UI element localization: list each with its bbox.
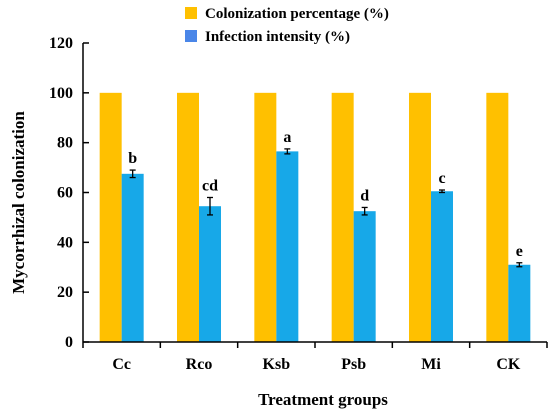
legend-label-1: Colonization percentage (%) <box>205 6 389 22</box>
bars <box>99 92 531 342</box>
x-tick-label-psb: Psb <box>341 356 366 373</box>
bar-intensity-ck <box>508 264 531 342</box>
bar-intensity-psb <box>353 211 376 342</box>
legend: Colonization percentage (%) Infection int… <box>185 6 389 45</box>
error-bar-ksb <box>284 148 291 155</box>
legend-swatch-1 <box>185 7 197 19</box>
y-tick-label-20: 20 <box>57 284 73 301</box>
bar-intensity-ksb <box>276 151 299 342</box>
significance-label-ksb: a <box>283 129 291 146</box>
error-bar-psb <box>361 206 368 216</box>
error-bars <box>129 148 523 268</box>
significance-label-ck: e <box>516 243 523 260</box>
bar-colonization-cc <box>99 92 122 342</box>
significance-label-mi: c <box>438 170 445 187</box>
bar-intensity-rco <box>199 206 221 342</box>
significance-label-cc: b <box>128 150 137 167</box>
error-bar-ck <box>516 262 523 268</box>
legend-label-2: Infection intensity (%) <box>205 29 350 45</box>
significance-labels: b cd a d c e <box>128 129 523 260</box>
bar-colonization-mi <box>409 92 431 342</box>
error-bar-cc <box>129 169 136 179</box>
bar-intensity-cc <box>121 173 144 342</box>
x-tick-label-ck: CK <box>496 356 521 373</box>
y-tick-label-0: 0 <box>65 334 73 351</box>
y-tick-label-60: 60 <box>57 185 73 202</box>
axes: Cc Rco Ksb Psb Mi CK 0 20 40 60 80 100 120 <box>49 35 548 373</box>
x-tick-label-cc: Cc <box>112 356 131 373</box>
y-tick-label-100: 100 <box>49 85 73 102</box>
bar-colonization-ksb <box>254 92 277 342</box>
bar-colonization-rco <box>177 92 199 342</box>
x-tick-label-ksb: Ksb <box>263 356 291 373</box>
x-tick-label-rco: Rco <box>186 356 213 373</box>
error-bar-mi <box>439 189 445 194</box>
x-tick-label-mi: Mi <box>421 356 441 373</box>
y-tick-label-120: 120 <box>49 35 73 52</box>
significance-label-rco: cd <box>202 177 218 194</box>
x-axis-title: Treatment groups <box>258 390 388 409</box>
error-bar-rco <box>207 196 213 216</box>
y-axis-title: Mycorrhizal colonization <box>9 111 28 294</box>
y-tick-label-40: 40 <box>57 234 73 251</box>
bar-intensity-mi <box>431 191 453 342</box>
significance-label-psb: d <box>360 187 369 204</box>
bar-colonization-psb <box>331 92 354 342</box>
legend-swatch-2 <box>185 30 197 42</box>
bar-colonization-ck <box>486 92 509 342</box>
y-tick-label-80: 80 <box>57 135 73 152</box>
